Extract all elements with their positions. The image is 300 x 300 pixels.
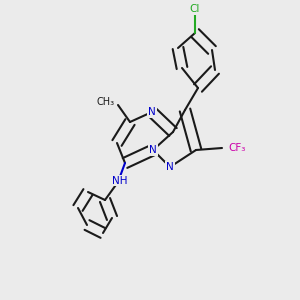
Text: N: N	[166, 162, 174, 172]
Text: N: N	[148, 107, 156, 117]
Text: CH₃: CH₃	[97, 97, 115, 107]
Text: NH: NH	[112, 176, 127, 185]
Text: Cl: Cl	[190, 4, 200, 14]
Text: N: N	[149, 145, 157, 155]
Text: CF₃: CF₃	[228, 143, 245, 153]
